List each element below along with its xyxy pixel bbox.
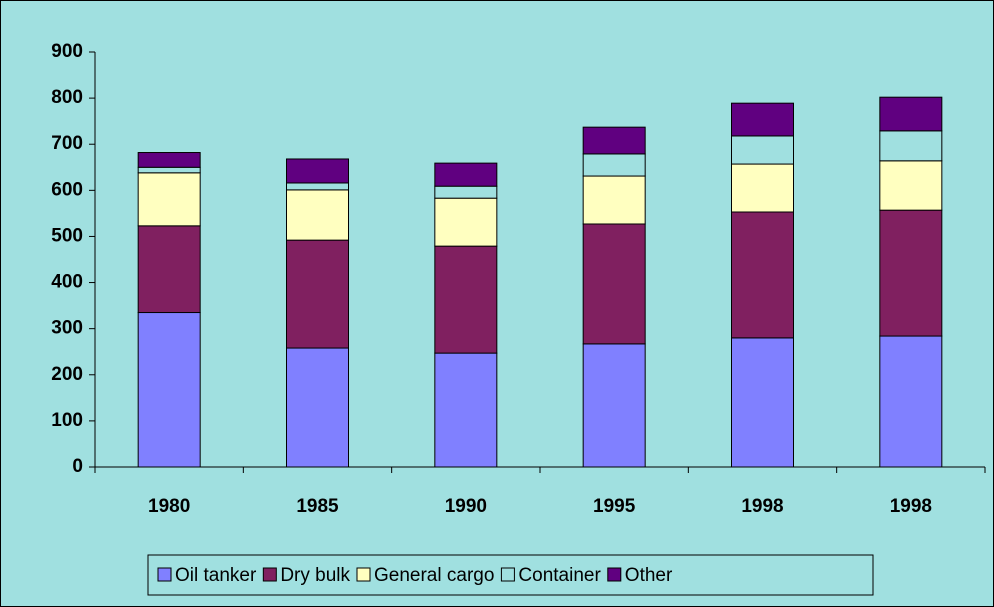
bar-segment <box>731 135 794 165</box>
bar-segment <box>434 197 498 247</box>
x-tick-label: 1998 <box>890 496 932 517</box>
bar-segment <box>286 189 349 241</box>
y-tick-label: 200 <box>51 364 83 385</box>
legend-swatch <box>500 567 515 582</box>
legend-label: Container <box>518 565 601 586</box>
legend-label: Oil tanker <box>175 565 257 586</box>
bar-segment <box>731 163 794 213</box>
x-tick-label: 1995 <box>593 496 636 517</box>
legend-swatch <box>262 567 277 582</box>
y-tick-label: 800 <box>51 87 83 108</box>
bar-segment <box>582 126 646 155</box>
bar-segment <box>731 337 794 468</box>
bar-segment <box>137 166 201 174</box>
bar-segment <box>434 245 498 354</box>
bar-segment <box>286 347 349 468</box>
bar-segment <box>879 160 943 211</box>
y-tick-label: 400 <box>51 272 83 293</box>
x-tick-label: 1990 <box>445 496 487 517</box>
bar-segment <box>434 162 498 187</box>
legend-swatch <box>607 567 622 582</box>
legend-label: Other <box>625 565 673 586</box>
bar-segment <box>137 312 201 468</box>
legend-swatch <box>157 567 172 582</box>
bar-segment <box>879 209 943 337</box>
bar-segment <box>731 102 794 137</box>
y-tick-label: 0 <box>72 456 83 477</box>
x-tick-label: 1985 <box>296 496 339 517</box>
x-tick-label: 1980 <box>148 496 190 517</box>
bar-segment <box>582 153 646 177</box>
x-tick-label: 1998 <box>741 496 783 517</box>
bar-segment <box>137 172 201 227</box>
bar-segment <box>286 158 349 184</box>
y-tick-label: 500 <box>51 225 83 246</box>
y-tick-label: 100 <box>51 410 83 431</box>
bar-segment <box>434 185 498 199</box>
bar-segment <box>879 130 943 162</box>
bar-segment <box>286 239 349 349</box>
legend-swatch <box>356 567 371 582</box>
bar-segment <box>879 96 943 132</box>
bar-segment <box>137 152 201 168</box>
y-tick-label: 600 <box>51 179 83 200</box>
bar-segment <box>137 225 201 314</box>
bar-segment <box>286 182 349 191</box>
bar-segment <box>582 223 646 345</box>
y-tick-label: 700 <box>51 133 83 154</box>
bar-segment <box>582 175 646 225</box>
y-tick-label: 900 <box>51 41 83 62</box>
bar-segment <box>731 211 794 339</box>
y-tick-label: 300 <box>51 318 83 339</box>
bar-segment <box>434 352 498 468</box>
bar-segment <box>879 335 943 468</box>
legend-label: Dry bulk <box>280 565 350 586</box>
legend-label: General cargo <box>374 565 494 586</box>
bar-segment <box>582 343 646 468</box>
